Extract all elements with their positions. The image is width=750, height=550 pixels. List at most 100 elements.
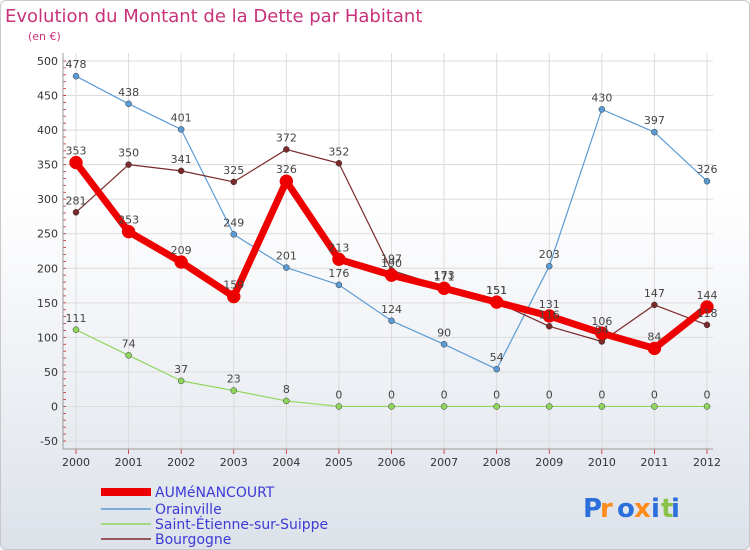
data-label: 171: [434, 270, 455, 283]
data-point: [437, 281, 451, 296]
data-point: [72, 72, 80, 80]
data-point: [177, 126, 185, 133]
data-point: [230, 178, 237, 186]
data-label: 124: [381, 303, 402, 316]
data-label: 151: [486, 284, 507, 297]
data-point: [283, 397, 290, 405]
data-point: [651, 128, 658, 136]
y-tick-label: 350: [37, 159, 58, 172]
data-point: [703, 321, 711, 329]
data-point: [651, 403, 658, 410]
data-point: [647, 341, 662, 356]
data-label: 0: [704, 388, 711, 401]
data-point: [279, 174, 294, 188]
y-tick-label: 500: [37, 55, 58, 68]
x-tick-label: 2008: [483, 456, 511, 469]
data-point: [700, 300, 714, 314]
x-tick-label: 2006: [378, 456, 406, 469]
data-label: 0: [335, 388, 342, 401]
y-tick-label: 400: [37, 124, 58, 137]
data-label: 401: [171, 111, 192, 124]
legend: AUMéNANCOURTOrainvilleSaint-Étienne-sur-…: [101, 485, 328, 548]
data-label: 131: [539, 298, 560, 311]
data-point: [703, 177, 711, 185]
data-point: [69, 155, 83, 170]
y-tick-label: 200: [37, 262, 58, 275]
logo-letter: o: [617, 494, 635, 524]
data-point: [227, 289, 241, 304]
data-label: 111: [66, 312, 87, 325]
data-point: [283, 264, 290, 271]
data-label: 281: [66, 194, 87, 207]
data-label: 325: [223, 164, 244, 177]
data-point: [598, 106, 606, 113]
data-point: [546, 403, 553, 410]
data-label: 372: [276, 131, 297, 144]
data-point: [121, 224, 136, 239]
data-point: [388, 317, 395, 325]
data-label: 23: [227, 373, 241, 386]
data-point: [388, 403, 395, 410]
data-label: 147: [644, 287, 665, 300]
data-point: [440, 403, 448, 410]
y-tick-label: 100: [37, 331, 58, 344]
proxiti-logo: Pr o x i ti: [583, 494, 680, 524]
legend-label: Saint-Étienne-sur-Suippe: [155, 516, 328, 533]
x-tick-label: 2004: [272, 456, 300, 469]
chart-subtitle: (en €): [28, 30, 61, 43]
data-point: [598, 403, 606, 410]
data-label: 54: [490, 351, 504, 364]
data-point: [335, 281, 343, 289]
y-tick-label: -50: [40, 435, 58, 448]
data-label: 94: [595, 324, 609, 337]
data-point: [335, 403, 343, 410]
x-tick-label: 2011: [640, 456, 668, 469]
data-point: [546, 262, 553, 270]
data-label: 0: [388, 388, 395, 401]
data-point: [125, 100, 132, 108]
data-label: 190: [381, 257, 402, 270]
data-label: 326: [697, 163, 718, 176]
logo-letter: i: [671, 494, 680, 524]
data-point: [125, 352, 132, 359]
data-point: [72, 209, 80, 216]
grid-lines: [63, 53, 713, 449]
x-tick-label: 2005: [325, 456, 353, 469]
data-label: 209: [171, 244, 192, 257]
data-label: 8: [283, 383, 290, 396]
data-label: 173: [434, 269, 455, 282]
data-label: 116: [539, 308, 560, 321]
data-label: 478: [66, 58, 87, 71]
logo-letter: t: [661, 494, 673, 524]
y-tick-label: 450: [37, 90, 58, 103]
data-point: [384, 268, 399, 282]
data-label: 144: [697, 289, 718, 302]
x-tick-label: 2009: [535, 456, 563, 469]
y-tick-label: 250: [37, 228, 58, 241]
legend-label: Orainville: [155, 502, 222, 518]
data-point: [177, 167, 185, 175]
data-point: [546, 323, 553, 330]
data-point: [177, 377, 185, 385]
data-label: 353: [66, 145, 87, 158]
data-label: 197: [381, 252, 402, 265]
x-tick-label: 2012: [693, 456, 721, 469]
data-point: [332, 252, 346, 267]
data-point: [489, 295, 504, 309]
data-point: [493, 403, 500, 410]
logo-letter: r: [600, 494, 613, 524]
y-tick-label: 0: [51, 400, 58, 413]
data-label: 203: [539, 248, 560, 261]
data-label: 0: [546, 388, 553, 401]
data-label: 0: [651, 388, 658, 401]
data-label: 253: [118, 214, 139, 227]
data-label: 151: [486, 284, 507, 297]
data-point: [703, 403, 711, 410]
data-point: [493, 365, 500, 373]
data-point: [283, 146, 290, 153]
data-point: [230, 387, 237, 394]
data-label: 159: [223, 279, 244, 292]
data-point: [230, 231, 237, 238]
data-label: 350: [118, 147, 139, 160]
